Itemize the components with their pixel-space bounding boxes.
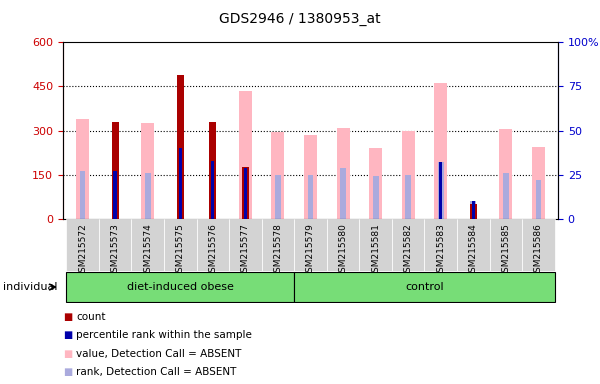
Bar bbox=[499, 129, 512, 219]
Bar bbox=[262, 219, 294, 271]
Bar bbox=[369, 148, 382, 219]
Text: GSM215574: GSM215574 bbox=[143, 223, 152, 278]
Text: count: count bbox=[76, 312, 106, 322]
Text: GSM215579: GSM215579 bbox=[306, 223, 315, 278]
Bar bbox=[80, 171, 85, 219]
Bar bbox=[113, 171, 117, 219]
Text: GSM215576: GSM215576 bbox=[208, 223, 217, 278]
Text: ■: ■ bbox=[63, 367, 72, 377]
Bar bbox=[179, 148, 182, 219]
Bar bbox=[401, 131, 415, 219]
Text: percentile rank within the sample: percentile rank within the sample bbox=[76, 330, 252, 340]
Text: GSM215575: GSM215575 bbox=[176, 223, 185, 278]
Bar bbox=[470, 204, 477, 219]
Text: GSM215581: GSM215581 bbox=[371, 223, 380, 278]
Text: value, Detection Call = ABSENT: value, Detection Call = ABSENT bbox=[76, 349, 242, 359]
Text: GSM215584: GSM215584 bbox=[469, 223, 478, 278]
Bar bbox=[242, 167, 249, 219]
Text: GSM215580: GSM215580 bbox=[338, 223, 347, 278]
Bar bbox=[76, 119, 89, 219]
Bar bbox=[209, 122, 217, 219]
Bar bbox=[141, 123, 154, 219]
Bar bbox=[145, 173, 151, 219]
Text: GSM215578: GSM215578 bbox=[274, 223, 283, 278]
Bar bbox=[532, 147, 545, 219]
Bar bbox=[239, 91, 252, 219]
Text: ■: ■ bbox=[63, 330, 72, 340]
Bar bbox=[337, 127, 350, 219]
Bar bbox=[340, 168, 346, 219]
Bar bbox=[424, 219, 457, 271]
Bar bbox=[99, 219, 131, 271]
Bar bbox=[197, 219, 229, 271]
Bar bbox=[490, 219, 522, 271]
Bar bbox=[373, 177, 379, 219]
Bar bbox=[66, 272, 294, 302]
Bar bbox=[131, 219, 164, 271]
Bar bbox=[438, 162, 443, 219]
Text: ■: ■ bbox=[63, 349, 72, 359]
Bar bbox=[229, 219, 262, 271]
Text: GSM215582: GSM215582 bbox=[404, 223, 413, 278]
Bar bbox=[164, 219, 197, 271]
Bar bbox=[434, 83, 447, 219]
Bar bbox=[327, 219, 359, 271]
Bar bbox=[244, 168, 247, 219]
Bar bbox=[457, 219, 490, 271]
Bar bbox=[308, 175, 313, 219]
Bar bbox=[294, 219, 327, 271]
Text: GSM215573: GSM215573 bbox=[110, 223, 119, 278]
Text: individual: individual bbox=[3, 282, 58, 292]
Text: GDS2946 / 1380953_at: GDS2946 / 1380953_at bbox=[219, 12, 381, 25]
Bar bbox=[112, 122, 119, 219]
Text: diet-induced obese: diet-induced obese bbox=[127, 282, 233, 292]
Bar bbox=[392, 219, 424, 271]
Bar bbox=[176, 74, 184, 219]
Text: rank, Detection Call = ABSENT: rank, Detection Call = ABSENT bbox=[76, 367, 236, 377]
Bar bbox=[470, 201, 476, 219]
Bar bbox=[304, 135, 317, 219]
Bar bbox=[472, 201, 475, 219]
Bar bbox=[66, 219, 99, 271]
Text: GSM215585: GSM215585 bbox=[502, 223, 511, 278]
Text: GSM215577: GSM215577 bbox=[241, 223, 250, 278]
Bar bbox=[275, 175, 281, 219]
Bar bbox=[294, 272, 555, 302]
Bar bbox=[439, 162, 442, 219]
Text: ■: ■ bbox=[63, 312, 72, 322]
Text: GSM215583: GSM215583 bbox=[436, 223, 445, 278]
Text: control: control bbox=[405, 282, 444, 292]
Bar bbox=[405, 175, 411, 219]
Bar bbox=[211, 161, 214, 219]
Text: GSM215572: GSM215572 bbox=[78, 223, 87, 278]
Bar bbox=[271, 132, 284, 219]
Text: GSM215586: GSM215586 bbox=[534, 223, 543, 278]
Bar bbox=[359, 219, 392, 271]
Bar bbox=[522, 219, 555, 271]
Bar bbox=[503, 173, 509, 219]
Bar bbox=[536, 180, 541, 219]
